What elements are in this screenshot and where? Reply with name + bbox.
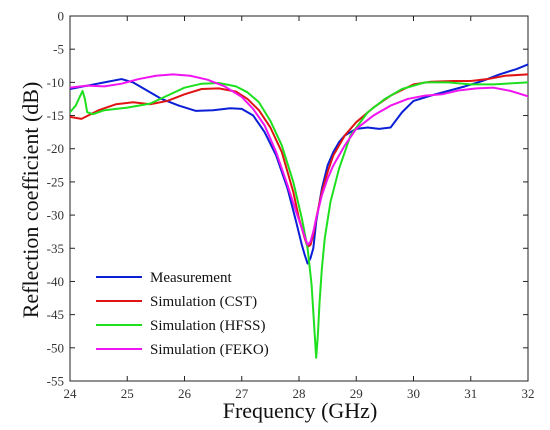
series-line-simulation-feko [70,73,528,246]
x-tick-label: 28 [293,386,306,401]
y-tick-label: -50 [47,340,64,355]
legend-label-simulation-feko: Simulation (FEKO) [150,342,269,358]
y-tick-label: -15 [47,108,64,123]
series-line-measurement [70,63,528,265]
legend: Measurement Simulation (CST) Simulation (H… [96,270,269,358]
plot-border [69,15,529,382]
legend-label-simulation-cst: Simulation (CST) [150,294,257,310]
y-tick-label: 0 [58,9,65,24]
y-tick-label: -55 [47,374,64,389]
y-axis-title: Reflection coefficient (dB) [18,82,43,319]
x-tick-label: 24 [64,386,78,401]
legend-label-simulation-hfss: Simulation (HFSS) [150,318,265,334]
series-line-simulation-hfss [70,81,528,359]
x-tick-label: 30 [407,386,420,401]
y-tick-label: -20 [47,141,64,156]
x-tick-label: 32 [522,386,535,401]
y-tick-label: -10 [47,75,64,90]
y-tick-label: -45 [47,307,64,322]
y-tick-label: -40 [47,274,64,289]
x-axis-ticks: 24 25 26 27 28 29 30 31 32 [64,16,535,401]
x-axis-title: Frequency (GHz) [223,398,378,423]
x-tick-label: 26 [178,386,192,401]
y-tick-label: -35 [47,241,64,256]
y-axis-ticks: 0 -5 -10 -15 -20 -25 -30 -35 -40 -45 -50 -55 [47,9,528,389]
x-tick-label: 25 [121,386,134,401]
x-tick-label: 27 [235,386,249,401]
x-tick-label: 29 [350,386,363,401]
series-layer [70,63,528,359]
y-tick-label: -30 [47,208,64,223]
plot-frame [69,15,529,382]
legend-label-measurement: Measurement [150,270,232,286]
y-tick-label: -5 [53,42,64,57]
x-tick-label: 31 [464,386,477,401]
y-tick-label: -25 [47,174,64,189]
